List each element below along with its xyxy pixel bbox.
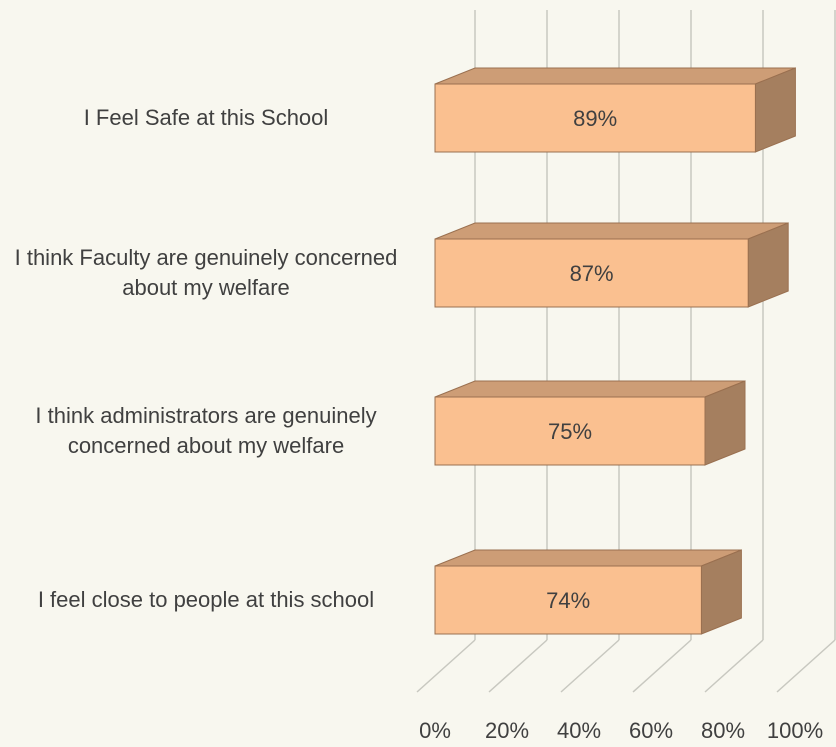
bar-front: [434, 396, 706, 466]
floor-line: [704, 639, 764, 693]
value-label: 87%: [570, 261, 614, 286]
category-label: I feel close to people at this school: [37, 587, 375, 612]
x-tick-label: 40%: [557, 718, 601, 743]
bar: [434, 380, 746, 466]
category-label: I think Faculty are genuinely concerned …: [14, 245, 398, 300]
bar: [434, 67, 796, 153]
x-tick-label: 20%: [485, 718, 529, 743]
bar-front: [434, 565, 702, 635]
category-label: I Feel Safe at this School: [83, 105, 329, 130]
bar-front: [434, 83, 756, 153]
x-tick-label: 100%: [767, 718, 823, 743]
x-tick-label: 0%: [419, 718, 451, 743]
value-label: 89%: [573, 106, 617, 131]
x-tick-label: 60%: [629, 718, 673, 743]
x-tick-label: 80%: [701, 718, 745, 743]
floor-line: [632, 639, 692, 693]
bar-front: [434, 238, 749, 308]
floor-line: [416, 639, 476, 693]
floor-line: [560, 639, 620, 693]
floor-line: [776, 639, 836, 693]
bar-top: [434, 67, 796, 85]
bar-top: [434, 549, 742, 567]
bar: [434, 222, 789, 308]
category-label: I think administrators are genuinely con…: [35, 403, 377, 458]
value-label: 75%: [548, 419, 592, 444]
floor-line: [488, 639, 548, 693]
bar: [434, 549, 742, 635]
bar-top: [434, 380, 746, 398]
bar-top: [434, 222, 789, 240]
value-label: 74%: [546, 588, 590, 613]
